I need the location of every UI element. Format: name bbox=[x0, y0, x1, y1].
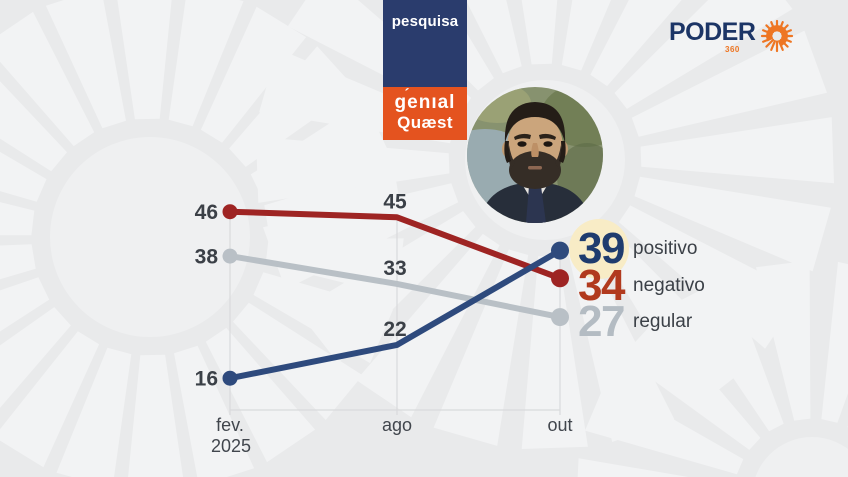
sunburst-ray bbox=[631, 30, 827, 137]
negativo-label: negativo bbox=[633, 275, 705, 296]
sunburst-ray bbox=[0, 277, 50, 332]
data-point-regular bbox=[222, 248, 238, 264]
sunburst-ray bbox=[0, 307, 71, 408]
poder360-sunburst-icon bbox=[761, 19, 794, 53]
data-point-regular bbox=[551, 308, 569, 327]
negativo-value: 34 bbox=[578, 261, 625, 310]
regular-value: 27 bbox=[578, 297, 625, 346]
sunburst-ray bbox=[0, 11, 95, 147]
axis-label: fev. bbox=[216, 415, 244, 435]
sunburst-ray bbox=[0, 81, 67, 172]
positivo-value: 39 bbox=[578, 224, 625, 273]
sunburst-ray bbox=[433, 249, 529, 446]
sunburst-ray bbox=[621, 317, 761, 450]
data-point-positivo bbox=[551, 241, 569, 260]
sunburst-ray bbox=[45, 0, 126, 129]
sunburst-ray bbox=[821, 261, 848, 423]
sunburst-ray bbox=[205, 327, 316, 463]
sunburst-ray bbox=[128, 354, 184, 477]
sunburst-ray bbox=[56, 347, 132, 477]
sunburst-disc bbox=[755, 437, 848, 477]
sunburst-ray bbox=[596, 229, 749, 408]
sunburst-ray bbox=[168, 0, 244, 127]
sunburst-ray bbox=[634, 176, 831, 272]
value-label: 16 bbox=[195, 368, 218, 391]
series-line-positivo bbox=[227, 247, 563, 382]
value-label: 22 bbox=[383, 318, 406, 341]
sunburst-ray bbox=[117, 0, 172, 120]
sunburst-ray bbox=[174, 345, 255, 477]
sunburst-ray bbox=[256, 136, 450, 203]
sunburst-ray bbox=[263, 183, 459, 290]
sunburst-ray bbox=[521, 255, 588, 449]
value-label: 33 bbox=[383, 257, 406, 280]
value-label: 45 bbox=[383, 190, 407, 213]
value-label: 46 bbox=[195, 201, 218, 224]
highlight-circle bbox=[569, 219, 629, 279]
legend-row-negativo: 34 negativo bbox=[576, 261, 705, 310]
poder-wordmark: PODER bbox=[669, 18, 756, 46]
sunburst-ray bbox=[680, 275, 784, 432]
axis-label: out bbox=[547, 415, 572, 435]
politician-photo bbox=[467, 87, 603, 223]
data-point-negativo bbox=[551, 269, 569, 288]
series-line-regular bbox=[227, 253, 563, 321]
sunburst-ray bbox=[640, 117, 834, 184]
sunburst-ray bbox=[590, 0, 682, 87]
sunburst-ray bbox=[200, 6, 307, 143]
pesquisa-badge: pesquisa ´ genıal Quæst bbox=[383, 0, 467, 140]
sunburst-ray bbox=[756, 260, 811, 421]
sunburst-ray bbox=[614, 0, 793, 109]
genial-logo-text: ´ genıal bbox=[394, 86, 456, 114]
poder360-logo: PODER 360 bbox=[669, 20, 796, 56]
data-point-positivo bbox=[222, 370, 238, 386]
genial-quaest-logo: ´ genıal Quæst bbox=[383, 87, 467, 140]
sunburst-ray bbox=[0, 244, 36, 280]
sunburst-ray bbox=[233, 302, 363, 420]
axis-label: ago bbox=[382, 415, 412, 435]
sunburst-ray bbox=[521, 0, 558, 65]
brand-ray bbox=[765, 38, 775, 48]
sunburst-ray bbox=[618, 205, 803, 349]
regular-label: regular bbox=[633, 311, 693, 332]
series-line-negativo bbox=[227, 208, 563, 282]
axis-sublabel: 2025 bbox=[211, 436, 251, 456]
poder-360-suffix: 360 bbox=[725, 45, 740, 54]
sunburst-ray bbox=[577, 458, 689, 477]
sunburst-ray bbox=[0, 151, 47, 202]
legend-row-regular: 27 regular bbox=[576, 297, 693, 346]
sunburst-ray bbox=[0, 331, 100, 468]
positivo-label: positivo bbox=[633, 238, 698, 259]
sunburst-ray bbox=[585, 380, 744, 475]
legend-row-positivo: 39 positivo bbox=[576, 221, 697, 277]
value-label: 38 bbox=[195, 246, 219, 269]
pesquisa-badge-top: pesquisa bbox=[383, 0, 467, 87]
sunburst-ray bbox=[568, 246, 675, 442]
brand-ray bbox=[770, 39, 777, 51]
sunburst-ray bbox=[561, 0, 611, 71]
badge-title: pesquisa bbox=[391, 13, 459, 30]
quaest-logo-text: Quæst bbox=[397, 113, 453, 133]
sunburst-ray bbox=[0, 202, 35, 236]
sunburst-ray bbox=[297, 211, 476, 364]
sunburst-ray bbox=[465, 0, 522, 74]
data-point-negativo bbox=[222, 204, 238, 220]
genial-accent-mark: ´ bbox=[404, 86, 411, 104]
sunburst-disc bbox=[50, 137, 250, 337]
